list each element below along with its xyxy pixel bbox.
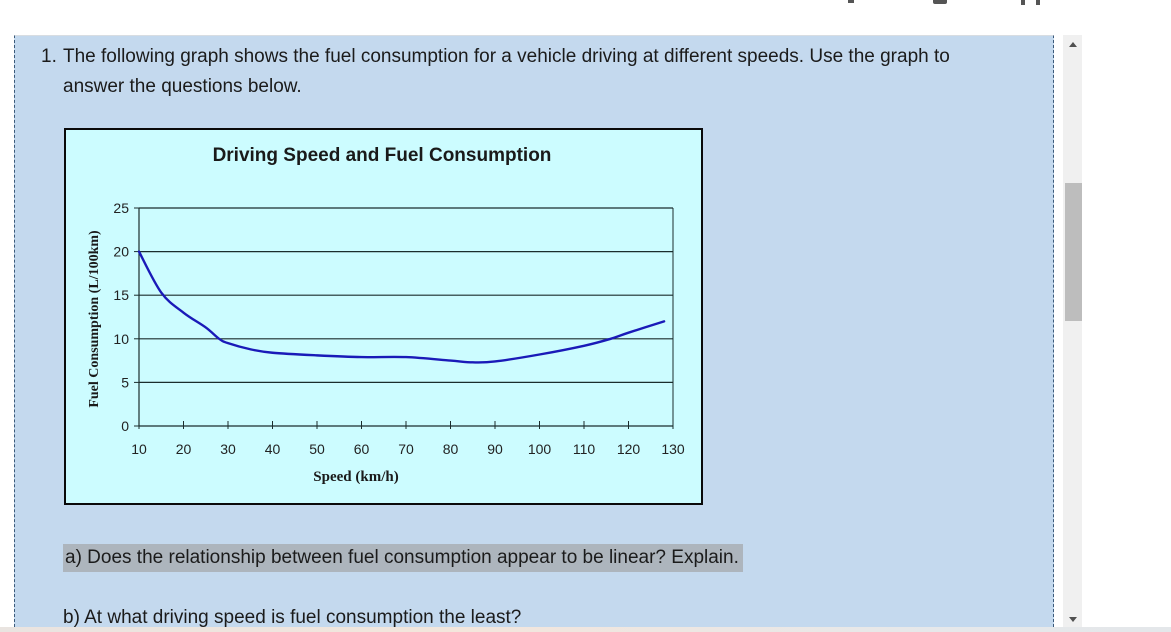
pause-icon[interactable] bbox=[1021, 0, 1025, 5]
y-tick-label: 10 bbox=[113, 331, 129, 347]
y-tick-label: 5 bbox=[121, 374, 129, 390]
question-number: 1. bbox=[41, 46, 57, 67]
sub-question-a: a) Does the relationship between fuel co… bbox=[63, 544, 743, 572]
x-tick-label: 80 bbox=[443, 441, 459, 457]
x-tick-label: 50 bbox=[309, 441, 325, 457]
scroll-up-arrow-icon[interactable] bbox=[1063, 39, 1082, 51]
chart-canvas: Driving Speed and Fuel Consumption 0 5 10 15… bbox=[87, 145, 685, 485]
x-tick-label: 40 bbox=[265, 441, 281, 457]
fuel-chart: Driving Speed and Fuel Consumption 0 5 10 15… bbox=[64, 128, 703, 505]
vertical-scrollbar[interactable] bbox=[1063, 35, 1082, 632]
y-tick-label: 15 bbox=[113, 287, 129, 303]
y-tick-label: 0 bbox=[121, 418, 129, 434]
x-tick-label: 120 bbox=[617, 441, 641, 457]
question-intro: 1. The following graph shows the fuel con… bbox=[41, 42, 1041, 102]
question-panel: 1. The following graph shows the fuel con… bbox=[14, 35, 1054, 632]
pause-icon-bar bbox=[1036, 0, 1040, 5]
y-tick-label: 25 bbox=[113, 200, 129, 216]
x-tick-label: 10 bbox=[131, 441, 147, 457]
x-tick-label: 30 bbox=[220, 441, 236, 457]
y-axis-label: Fuel Consumption (L/100km) bbox=[87, 230, 102, 408]
x-tick-label: 60 bbox=[354, 441, 370, 457]
window-controls bbox=[0, 0, 1171, 6]
scroll-thumb[interactable] bbox=[1065, 183, 1082, 321]
chart-title: Driving Speed and Fuel Consumption bbox=[213, 145, 552, 166]
chevron-down-icon[interactable] bbox=[848, 0, 854, 3]
x-tick-label: 110 bbox=[573, 441, 596, 457]
x-axis-label: Speed (km/h) bbox=[313, 469, 398, 485]
x-tick-label: 70 bbox=[398, 441, 414, 457]
bottom-edge bbox=[0, 627, 1171, 632]
square-icon[interactable] bbox=[933, 0, 947, 4]
x-tick-label: 90 bbox=[487, 441, 503, 457]
sub-question-b: b) At what driving speed is fuel consump… bbox=[63, 607, 522, 628]
fuel-consumption-line bbox=[137, 250, 666, 364]
x-tick-label: 20 bbox=[176, 441, 192, 457]
scroll-down-arrow-icon[interactable] bbox=[1063, 614, 1082, 626]
x-tick-label: 100 bbox=[528, 441, 552, 457]
question-text-line1: The following graph shows the fuel consu… bbox=[63, 46, 950, 67]
x-tick-label: 130 bbox=[661, 441, 685, 457]
question-text-line2: answer the questions below. bbox=[63, 76, 302, 97]
y-tick-label: 20 bbox=[113, 244, 129, 260]
